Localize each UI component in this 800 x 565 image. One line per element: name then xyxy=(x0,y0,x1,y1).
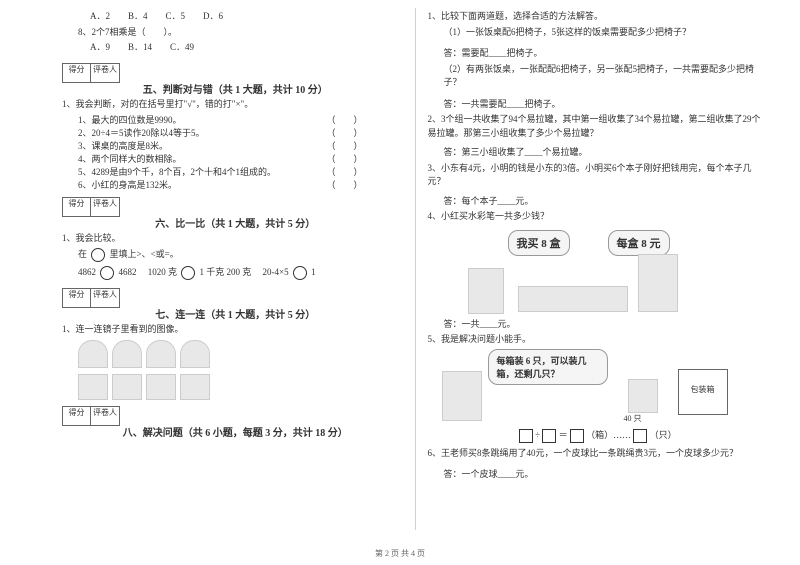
q8-options: A．9 B．14 C．49 xyxy=(62,41,403,55)
score-label: 得分 xyxy=(63,289,91,307)
cmp-1a: 4862 xyxy=(78,267,96,277)
sec5-item-6: 6、小红的身高是132米。 xyxy=(78,178,177,191)
sec5-item-2: 2、20÷4＝5读作20除以4等于5。 xyxy=(78,126,204,139)
rq4-bubble-2: 每盒 8 元 xyxy=(608,230,670,256)
package-box: 包装箱 xyxy=(678,369,728,415)
mirror-bottom-1 xyxy=(78,374,108,400)
cmp-2b: 1 千克 200 克 xyxy=(200,267,252,277)
score-box: 得分 评卷人 xyxy=(62,197,120,217)
table-icon xyxy=(518,286,628,312)
unit-box: （箱）…… xyxy=(586,430,631,440)
paren: （ ） xyxy=(326,113,362,126)
grader-label: 评卷人 xyxy=(91,198,119,216)
section-8-title: 八、解决问题（共 6 小题，每题 3 分，共计 18 分） xyxy=(123,424,348,439)
mirror-bottom-4 xyxy=(180,374,210,400)
left-column: A．2 B．4 C．5 D．6 8、2个7相乘是（ ）。 A．9 B．14 C．… xyxy=(50,8,415,530)
right-column: 1、比较下面两道题，选择合适的方法解答。 （1）一张饭桌配6把椅子，5张这样的饭… xyxy=(416,8,781,530)
circle-icon xyxy=(91,248,105,262)
rq6-ans: 答：一个皮球____元。 xyxy=(428,468,769,482)
rq5-bubble: 每箱装 6 只，可以装几箱，还剩几只？ xyxy=(488,349,608,385)
paren: （ ） xyxy=(326,126,362,139)
mirror-top-1 xyxy=(78,340,108,368)
sec5-item-3: 3、课桌的高度是8米。 xyxy=(78,139,168,152)
blank-box xyxy=(542,429,556,443)
blank-box xyxy=(570,429,584,443)
rq4-figure: 我买 8 盒 每盒 8 元 xyxy=(468,226,769,316)
rq1-b-ans: 答：一共需要配____把椅子。 xyxy=(428,98,769,112)
rq4-bubble-1: 我买 8 盒 xyxy=(508,230,570,256)
sec6-hint: 在 里填上>、<或=。 xyxy=(62,248,403,262)
unit-rem: （只） xyxy=(650,430,677,440)
score-box: 得分 评卷人 xyxy=(62,288,120,308)
blank-box xyxy=(633,429,647,443)
q7-options: A．2 B．4 C．5 D．6 xyxy=(62,10,403,24)
rq5-equation: ÷ ＝ （箱）…… （只） xyxy=(428,429,769,443)
circle-icon xyxy=(181,266,195,280)
seller-icon xyxy=(638,254,678,312)
toy-icon xyxy=(628,379,658,413)
paren: （ ） xyxy=(326,165,362,178)
sec5-intro: 1、我会判断，对的在括号里打"√"，错的打"×"。 xyxy=(62,98,403,112)
paren: （ ） xyxy=(326,178,362,191)
rq2-stem: 2、3个组一共收集了94个易拉罐，其中第一组收集了34个易拉罐，第二组收集了29… xyxy=(428,113,769,140)
rq1-b: （2）有两张饭桌，一张配配6把椅子，另一张配5把椅子，一共需要配多少把椅子？ xyxy=(428,63,769,90)
section-5-header: 得分 评卷人 五、判断对与错（共 1 大题，共计 10 分） xyxy=(62,57,403,96)
score-box: 得分 评卷人 xyxy=(62,406,120,426)
rq1-stem: 1、比较下面两道题，选择合适的方法解答。 xyxy=(428,10,769,24)
grader-label: 评卷人 xyxy=(91,64,119,82)
rq5-stem: 5、我是解决问题小能手。 xyxy=(428,333,769,347)
cmp-3b: 1 xyxy=(311,267,316,277)
rq4-ans: 答：一共____元。 xyxy=(428,318,769,332)
grader-label: 评卷人 xyxy=(91,289,119,307)
sec5-item-1: 1、最大的四位数是9990。 xyxy=(78,113,182,126)
section-6-title: 六、比一比（共 1 大题，共计 5 分） xyxy=(155,215,315,230)
score-label: 得分 xyxy=(63,64,91,82)
rq1-a: （1）一张饭桌配6把椅子，5张这样的饭桌需要配多少把椅子？ xyxy=(428,26,769,40)
section-8-header: 得分 评卷人 八、解决问题（共 6 小题，每题 3 分，共计 18 分） xyxy=(62,400,403,439)
paren: （ ） xyxy=(326,139,362,152)
sec5-item-5: 5、4289是由9个千，8个百，2个十和4个1组成的。 xyxy=(78,165,276,178)
cmp-1b: 4682 xyxy=(119,267,137,277)
mirror-bottom-2 xyxy=(112,374,142,400)
mirror-image-group xyxy=(62,340,403,400)
sec7-intro: 1、连一连镜子里看到的图像。 xyxy=(62,323,403,337)
q8-stem: 8、2个7相乘是（ ）。 xyxy=(62,26,403,40)
boy-icon xyxy=(442,371,482,421)
cmp-2a: 1020 克 xyxy=(148,267,177,277)
op-eq: ＝ xyxy=(559,430,568,440)
rq4-stem: 4、小红买水彩笔一共多少钱？ xyxy=(428,210,769,224)
box-label: 包装箱 xyxy=(691,384,715,395)
rq5-count: 40 只 xyxy=(624,413,642,424)
rq1-a-ans: 答：需要配____把椅子。 xyxy=(428,47,769,61)
op-div: ÷ xyxy=(535,430,540,440)
grader-label: 评卷人 xyxy=(91,407,119,425)
cmp-3a: 20-4×5 xyxy=(263,267,289,277)
blank-box xyxy=(519,429,533,443)
mirror-top-3 xyxy=(146,340,176,368)
rq6-stem: 6、王老师买8条跳绳用了40元，一个皮球比一条跳绳贵3元，一个皮球多少元？ xyxy=(428,447,769,461)
score-box: 得分 评卷人 xyxy=(62,63,120,83)
page-footer: 第 2 页 共 4 页 xyxy=(0,548,800,559)
section-6-header: 得分 评卷人 六、比一比（共 1 大题，共计 5 分） xyxy=(62,191,403,230)
mirror-top-4 xyxy=(180,340,210,368)
score-label: 得分 xyxy=(63,407,91,425)
sec6-intro: 1、我会比较。 xyxy=(62,232,403,246)
rq2-ans: 答：第三小组收集了____个易拉罐。 xyxy=(428,146,769,160)
sec5-item-4: 4、两个同样大的数相除。 xyxy=(78,152,182,165)
score-label: 得分 xyxy=(63,198,91,216)
circle-icon xyxy=(293,266,307,280)
mirror-top-2 xyxy=(112,340,142,368)
section-5-title: 五、判断对与错（共 1 大题，共计 10 分） xyxy=(143,81,328,96)
section-7-title: 七、连一连（共 1 大题，共计 5 分） xyxy=(155,306,315,321)
paren: （ ） xyxy=(326,152,362,165)
rq3-stem: 3、小东有4元，小明的钱是小东的3倍。小明买6个本子刚好把钱用完，每个本子几元？ xyxy=(428,162,769,189)
section-7-header: 得分 评卷人 七、连一连（共 1 大题，共计 5 分） xyxy=(62,282,403,321)
sec6-compare-row: 4862 4682 1020 克 1 千克 200 克 20-4×5 1 xyxy=(62,266,403,280)
girl-icon xyxy=(468,268,504,314)
rq3-ans: 答：每个本子____元。 xyxy=(428,195,769,209)
circle-icon xyxy=(100,266,114,280)
rq5-figure: 每箱装 6 只，可以装几箱，还剩几只？ 40 只 包装箱 xyxy=(428,349,769,425)
mirror-bottom-3 xyxy=(146,374,176,400)
